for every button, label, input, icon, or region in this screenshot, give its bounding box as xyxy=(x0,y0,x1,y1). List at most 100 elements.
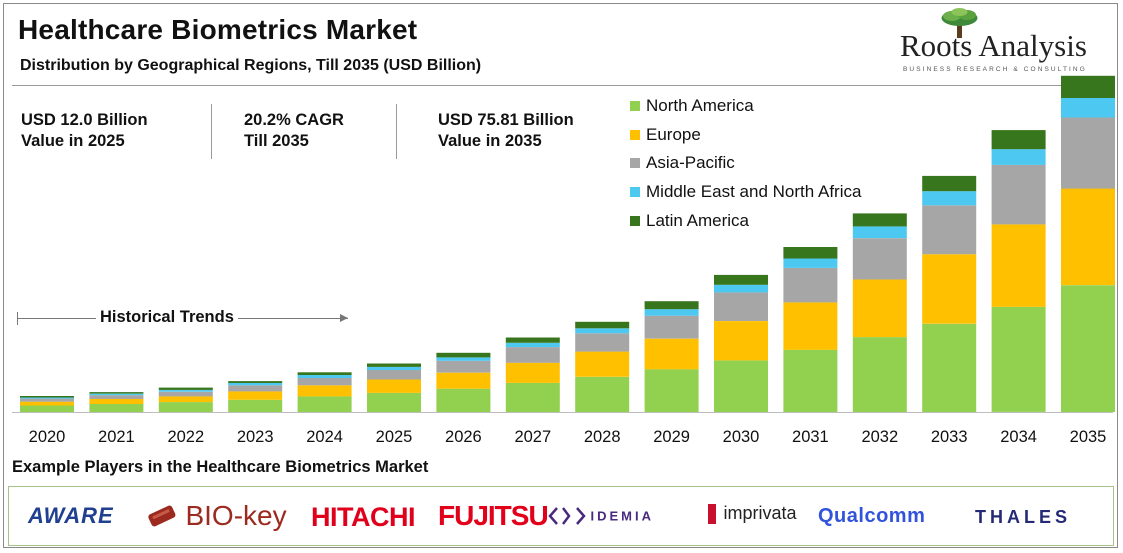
legend-swatch xyxy=(630,215,640,226)
bar-segment xyxy=(575,376,630,412)
bar-segment xyxy=(20,397,74,399)
bar-segment xyxy=(991,306,1046,412)
x-tick-label: 2033 xyxy=(931,428,968,446)
bar-segment xyxy=(297,378,352,386)
bar-segment xyxy=(158,402,213,412)
bar-segment xyxy=(505,362,560,383)
bar-segment xyxy=(644,309,699,316)
bar-segment xyxy=(575,321,630,329)
bar-segment xyxy=(297,385,352,397)
bar-segment xyxy=(644,338,699,370)
idemia-logo: IDEMIA xyxy=(548,506,654,526)
bar-segment xyxy=(852,213,907,227)
stat-value-2035: USD 75.81 Billion Value in 2035 xyxy=(438,110,574,152)
fujitsu-logo: FUJITSU xyxy=(438,500,549,531)
bar-segment xyxy=(228,391,283,400)
x-tick-label: 2025 xyxy=(376,428,413,446)
bar-segment xyxy=(644,301,699,310)
bar-segment xyxy=(228,381,283,383)
imprivata-mark-icon xyxy=(708,503,716,524)
bio-key-wordmark: BIO-key xyxy=(185,500,287,531)
bar-segment xyxy=(1061,285,1115,412)
bar-segment xyxy=(575,328,630,334)
bar-segment xyxy=(783,349,838,412)
x-tick-label: 2026 xyxy=(445,428,482,446)
brand-tagline: BUSINESS RESEARCH & CONSULTING xyxy=(903,66,1087,73)
bar-segment xyxy=(89,404,144,412)
x-tick-label: 2027 xyxy=(514,428,551,446)
legend-label: Latin America xyxy=(646,210,749,230)
legend-swatch xyxy=(630,187,640,198)
x-tick-label: 2030 xyxy=(723,428,760,446)
bar-segment xyxy=(228,399,283,412)
bar-segment xyxy=(922,323,977,412)
chart-frame xyxy=(3,3,1118,548)
x-tick-label: 2029 xyxy=(653,428,690,446)
bar-segment xyxy=(922,254,977,324)
bar-segment xyxy=(89,392,144,394)
bar-segment xyxy=(852,279,907,338)
bar-segment xyxy=(1061,98,1115,118)
aware-logo: AWARE xyxy=(28,503,114,528)
bar-segment xyxy=(644,315,699,339)
header-divider xyxy=(12,85,1115,86)
bar-segment xyxy=(1061,75,1115,98)
bar-segment xyxy=(575,351,630,377)
bar-segment xyxy=(20,396,74,398)
bar-segment xyxy=(89,393,144,396)
bar-segment xyxy=(297,396,352,412)
bar-segment xyxy=(228,385,283,392)
bar-segment xyxy=(714,274,768,285)
brand-name: Roots Analysis xyxy=(900,28,1087,63)
bar-segment xyxy=(922,205,977,255)
bar-segment xyxy=(367,366,421,370)
bar-segment xyxy=(158,387,213,390)
hitachi-logo: HITACHI xyxy=(311,502,416,532)
legend-swatch xyxy=(630,101,640,111)
x-tick-label: 2024 xyxy=(306,428,343,446)
bar-segment xyxy=(644,369,699,412)
stat-cagr: 20.2% CAGR Till 2035 xyxy=(244,110,344,152)
bar-segment xyxy=(991,224,1046,307)
bar-segment xyxy=(158,389,213,392)
idemia-mark-icon xyxy=(548,507,586,525)
page-subtitle: Distribution by Geographical Regions, Ti… xyxy=(20,57,482,74)
bar-segment xyxy=(505,342,560,348)
bar-segment xyxy=(20,401,74,406)
bar-segment xyxy=(575,333,630,352)
x-tick-label: 2034 xyxy=(1000,428,1037,446)
x-tick-label: 2031 xyxy=(792,428,829,446)
bar-segment xyxy=(783,247,838,259)
bar-segment xyxy=(1061,188,1115,286)
tree-icon xyxy=(941,8,978,38)
stat-line: USD 75.81 Billion xyxy=(438,111,574,129)
roots-analysis-logo xyxy=(941,8,978,38)
historical-trends-label: Historical Trends xyxy=(96,308,238,327)
legend-label: Asia-Pacific xyxy=(646,153,735,173)
bar-segment xyxy=(783,258,838,268)
bar-segment xyxy=(436,372,491,389)
stat-line: 20.2% CAGR xyxy=(244,111,344,129)
players-logo-strip xyxy=(8,486,1114,546)
bar-segment xyxy=(436,352,491,358)
bar-segment xyxy=(505,347,560,363)
stat-divider xyxy=(211,104,212,159)
x-tick-label: 2020 xyxy=(29,428,66,446)
legend-label: Middle East and North Africa xyxy=(646,182,862,202)
bar-segment xyxy=(852,238,907,280)
legend-label: North America xyxy=(646,96,754,115)
stat-line: Value in 2035 xyxy=(438,132,542,150)
bar-segment xyxy=(297,374,352,378)
imprivata-logo: imprivata xyxy=(708,503,796,524)
bar-segment xyxy=(89,395,144,399)
bar-segment xyxy=(1061,117,1115,189)
arrow-right-icon xyxy=(340,314,348,322)
bar-segment xyxy=(436,360,491,373)
bio-key-logo: BIO-key xyxy=(145,500,287,532)
x-tick-label: 2023 xyxy=(237,428,274,446)
bar-segment xyxy=(852,226,907,239)
bar-segment xyxy=(783,268,838,303)
bar-segment xyxy=(991,164,1046,225)
bar-segment xyxy=(20,405,74,412)
